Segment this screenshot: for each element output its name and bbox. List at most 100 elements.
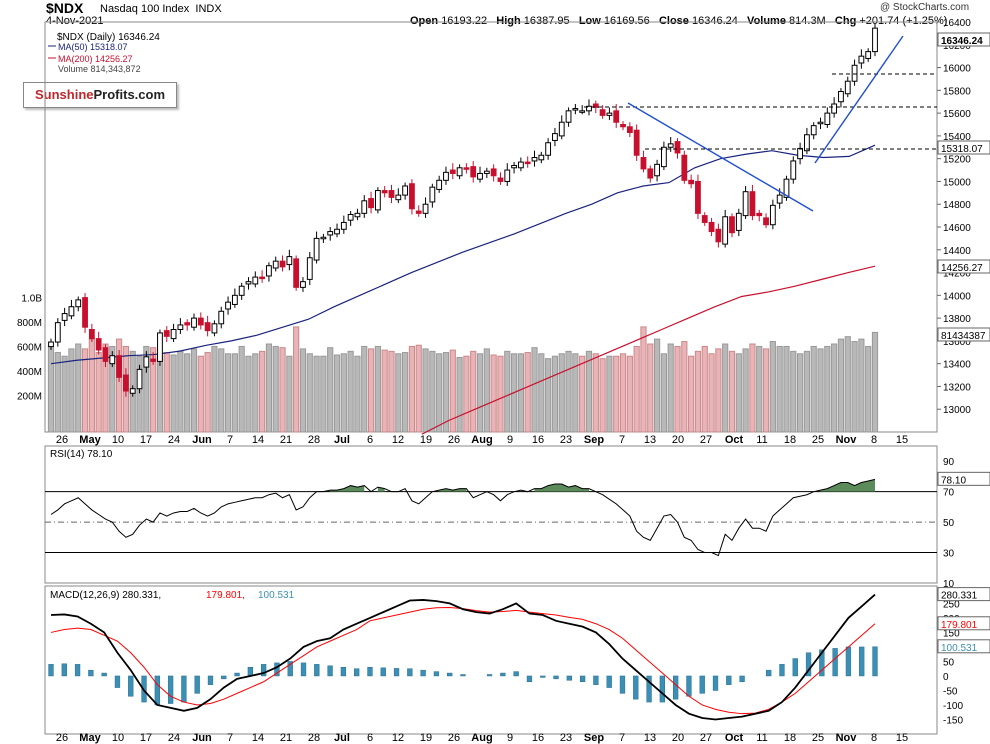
x-tick-label: Aug [471, 434, 492, 446]
volume-bar [803, 350, 811, 433]
volume-bar [681, 341, 688, 433]
volume-bar [299, 348, 307, 433]
candle-body [300, 281, 306, 288]
candle-body [463, 167, 470, 170]
candle-body [340, 221, 347, 230]
volume-bar [81, 348, 89, 433]
candle-body [68, 306, 75, 317]
macd-histogram-bar [579, 675, 586, 683]
macd-histogram-bar [287, 661, 293, 677]
volume-bar [163, 352, 170, 433]
high-label: High [496, 15, 521, 27]
macd-histogram-bar [819, 649, 825, 677]
price-tick-label: 14200 [943, 269, 971, 280]
macd-histogram-bar [486, 674, 493, 677]
macd-histogram-bar [646, 675, 652, 703]
up-trendline [814, 35, 904, 164]
volume-bar [674, 345, 681, 433]
volume-bar [224, 353, 232, 433]
volume-bar [497, 355, 504, 433]
price-tick-label: 13400 [943, 360, 971, 371]
candle-body [831, 103, 838, 114]
macd-histogram-bar [513, 671, 519, 677]
candle-body [599, 109, 606, 116]
candle-body [790, 160, 797, 180]
x-tick-label: 15 [896, 434, 908, 446]
volume-bar [259, 350, 266, 433]
candle-body [613, 110, 620, 123]
price-tag-box [937, 32, 990, 47]
candle-body [163, 330, 170, 337]
candle-body [361, 200, 368, 214]
x-tick-label: 21 [280, 434, 292, 446]
price-tick-label: 15000 [943, 177, 971, 188]
index-name-text: Nasdaq 100 Index [100, 3, 190, 15]
volume-bar [871, 331, 879, 433]
x-tick-label: 25 [812, 434, 824, 446]
volume-bar [660, 353, 667, 433]
volume-bar [762, 348, 770, 433]
x-tick-label-bottom: 26 [56, 732, 68, 744]
volume-bar [865, 345, 872, 433]
volume-bar [572, 353, 579, 433]
candle-body [123, 374, 129, 392]
volume-bar [415, 344, 422, 433]
volume-bar [367, 348, 375, 433]
candle-body [660, 146, 667, 168]
macd-histogram-bar [633, 675, 639, 700]
macd-histogram-bar [699, 675, 705, 694]
sunshine-profits-logo[interactable]: SunshineProfits.com [23, 82, 177, 108]
candle-body [483, 170, 490, 174]
candle-body [116, 355, 122, 378]
volume-label: Volume [747, 15, 786, 27]
price-tick-label: 16000 [943, 64, 971, 75]
x-tick-label-bottom: 15 [896, 732, 908, 744]
volume-bar [286, 355, 293, 433]
volume-bar [265, 343, 273, 433]
volume-bar [490, 354, 497, 433]
candle-body [61, 313, 68, 321]
macd-histogram-bar [832, 648, 838, 677]
price-tag-box [937, 140, 990, 155]
candle-body [804, 134, 810, 152]
price-tick-label: 13800 [943, 314, 971, 325]
x-tick-label-bottom: 20 [672, 732, 684, 744]
legend-ma50: MA(50) 15318.07 [58, 42, 128, 52]
volume-bar [231, 353, 238, 433]
x-tick-label-bottom: 17 [140, 732, 152, 744]
volume-bar [633, 345, 640, 433]
macd-tick-label: 0 [943, 672, 949, 683]
candle-body [95, 338, 102, 351]
x-tick-label-bottom: 8 [871, 732, 877, 744]
volume-bar [647, 343, 654, 433]
macd-tick-label: -100 [943, 701, 963, 712]
candle-body [191, 317, 197, 328]
candle-body [769, 204, 776, 226]
candle-body [688, 179, 695, 185]
candle-body [368, 198, 374, 209]
x-tick-label: 7 [619, 434, 625, 446]
macd-histogram-bar [407, 668, 413, 677]
candle-body [749, 191, 756, 217]
candle-body [75, 299, 82, 308]
macd-tick-label: 250 [943, 599, 960, 610]
price-tag-label: 16346.24 [941, 36, 983, 47]
volume-bar [626, 355, 633, 433]
volume-bar [810, 345, 817, 433]
candle-body [817, 121, 824, 125]
x-tick-label: 12 [392, 434, 404, 446]
high-value: 16387.95 [523, 15, 570, 27]
volume-value: 814.3M [789, 15, 826, 27]
macd-histogram-bar [766, 669, 772, 677]
x-tick-label-bottom: 13 [644, 732, 656, 744]
legend-price: $NDX (Daily) 16346.24 [57, 32, 160, 43]
macd-histogram-bar [128, 675, 134, 697]
macd-legend-signal: 179.801, [206, 590, 245, 601]
volume-bar [388, 350, 395, 433]
macd-histogram-bar [433, 671, 440, 677]
volume-bar [204, 352, 211, 433]
panel-frame-1 [44, 445, 938, 584]
candle-body [313, 237, 320, 261]
price-tick-label: 16400 [943, 18, 971, 29]
